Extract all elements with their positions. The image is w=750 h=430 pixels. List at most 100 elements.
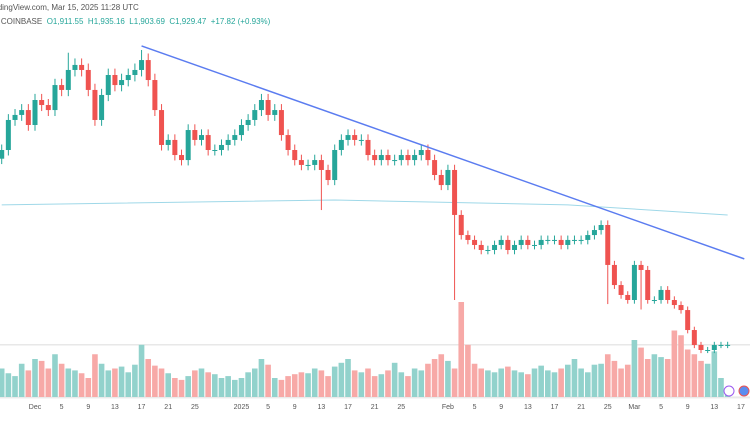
time-axis-tick-label: 5	[60, 404, 64, 411]
candle-body	[85, 69, 91, 90]
candle-body	[558, 239, 564, 245]
volume-bar	[385, 370, 391, 397]
volume-bar	[365, 368, 371, 397]
candle-body	[185, 130, 191, 161]
time-axis-tick-label: 9	[293, 404, 297, 411]
candle-body	[512, 244, 518, 250]
volume-bar	[531, 368, 538, 397]
candle-body	[352, 135, 358, 140]
volume-bar	[445, 360, 451, 397]
candle-body	[665, 289, 671, 300]
candle-body	[165, 139, 171, 145]
time-axis-tick-label: 17	[138, 404, 146, 411]
candle-body	[638, 264, 644, 270]
volume-bar	[205, 372, 211, 397]
candle-body	[378, 155, 384, 161]
volume-bar	[65, 368, 72, 397]
candle-body	[578, 239, 584, 241]
candle-body	[598, 225, 604, 231]
candle-body	[438, 175, 444, 186]
time-axis-tick-label: 5	[266, 404, 270, 411]
volume-bar	[371, 376, 378, 397]
candle-body	[325, 169, 331, 181]
time-axis-tick-label: 2025	[234, 404, 250, 411]
volume-bar	[0, 368, 5, 397]
volume-bar	[192, 370, 198, 397]
candle-body	[458, 214, 464, 236]
candle-body	[5, 119, 11, 150]
volume-bar	[278, 379, 285, 397]
volume-bar	[465, 344, 471, 397]
candle-body	[651, 300, 657, 301]
volume-bar	[418, 370, 425, 397]
volume-bar	[491, 372, 498, 397]
candle-body	[445, 169, 451, 186]
candle-body	[65, 69, 71, 90]
volume-bar	[98, 363, 105, 397]
candle-body	[565, 239, 571, 245]
volume-bar	[505, 366, 511, 397]
volume-bar	[158, 368, 165, 397]
candle-body	[525, 239, 531, 245]
volume-bar	[245, 372, 251, 397]
volume-bar	[52, 354, 58, 397]
volume-bar	[644, 359, 651, 397]
time-axis-tick-label: 9	[686, 404, 690, 411]
volume-bar	[565, 364, 571, 397]
candle-body	[145, 60, 151, 81]
volume-bar	[298, 372, 305, 397]
volume-bar	[358, 372, 365, 397]
volume-bar	[391, 362, 398, 397]
time-axis-tick-label: 5	[659, 404, 663, 411]
candle-body	[691, 330, 697, 345]
candle-body	[571, 239, 577, 241]
volume-bar	[618, 368, 624, 397]
candle-body	[232, 135, 238, 140]
time-axis-tick-label: 5	[473, 404, 477, 411]
candle-body	[199, 135, 204, 140]
volume-bar	[178, 379, 185, 397]
volume-bar	[598, 363, 604, 397]
candle-body	[538, 239, 544, 245]
candle-body	[112, 75, 118, 86]
candle-body	[192, 130, 198, 140]
volume-bar	[58, 363, 65, 397]
candle-body	[179, 155, 185, 161]
candle-body	[125, 75, 131, 81]
volume-bar	[291, 374, 298, 397]
volume-bar	[478, 368, 485, 397]
volume-bar	[638, 347, 644, 397]
candle-body	[398, 155, 404, 161]
close-value: C1,929.47	[169, 17, 207, 26]
time-axis-tick-label: 17	[344, 404, 352, 411]
time-axis-tick-label: 13	[710, 404, 718, 411]
volume-bar	[678, 335, 684, 397]
time-axis-tick-label: 17	[737, 404, 745, 411]
candle-body	[585, 235, 591, 240]
candle-body	[132, 69, 138, 75]
candle-body	[412, 155, 418, 161]
volume-bar	[258, 359, 265, 397]
candle-body	[372, 155, 378, 161]
candle-body	[532, 244, 537, 246]
low-value: L1,903.69	[129, 17, 165, 26]
candle-body	[452, 169, 458, 215]
volume-bar	[138, 344, 145, 397]
volume-bar	[345, 359, 351, 397]
volume-bar	[5, 373, 12, 397]
candle-body	[492, 244, 498, 250]
candle-body	[678, 305, 684, 311]
volume-bar	[485, 370, 491, 397]
candle-body	[725, 344, 731, 346]
volume-bar	[438, 354, 445, 397]
volume-bar	[271, 378, 278, 397]
candle-body	[718, 344, 724, 346]
candle-body	[698, 344, 704, 350]
volume-bar	[152, 365, 158, 397]
candle-body	[79, 64, 85, 70]
volume-bar	[251, 368, 258, 397]
candle-body	[172, 139, 178, 156]
ohlc-legend: · COINBASE O1,911.55 H1,935.16 L1,903.69…	[0, 17, 270, 26]
candle-body	[205, 135, 211, 150]
